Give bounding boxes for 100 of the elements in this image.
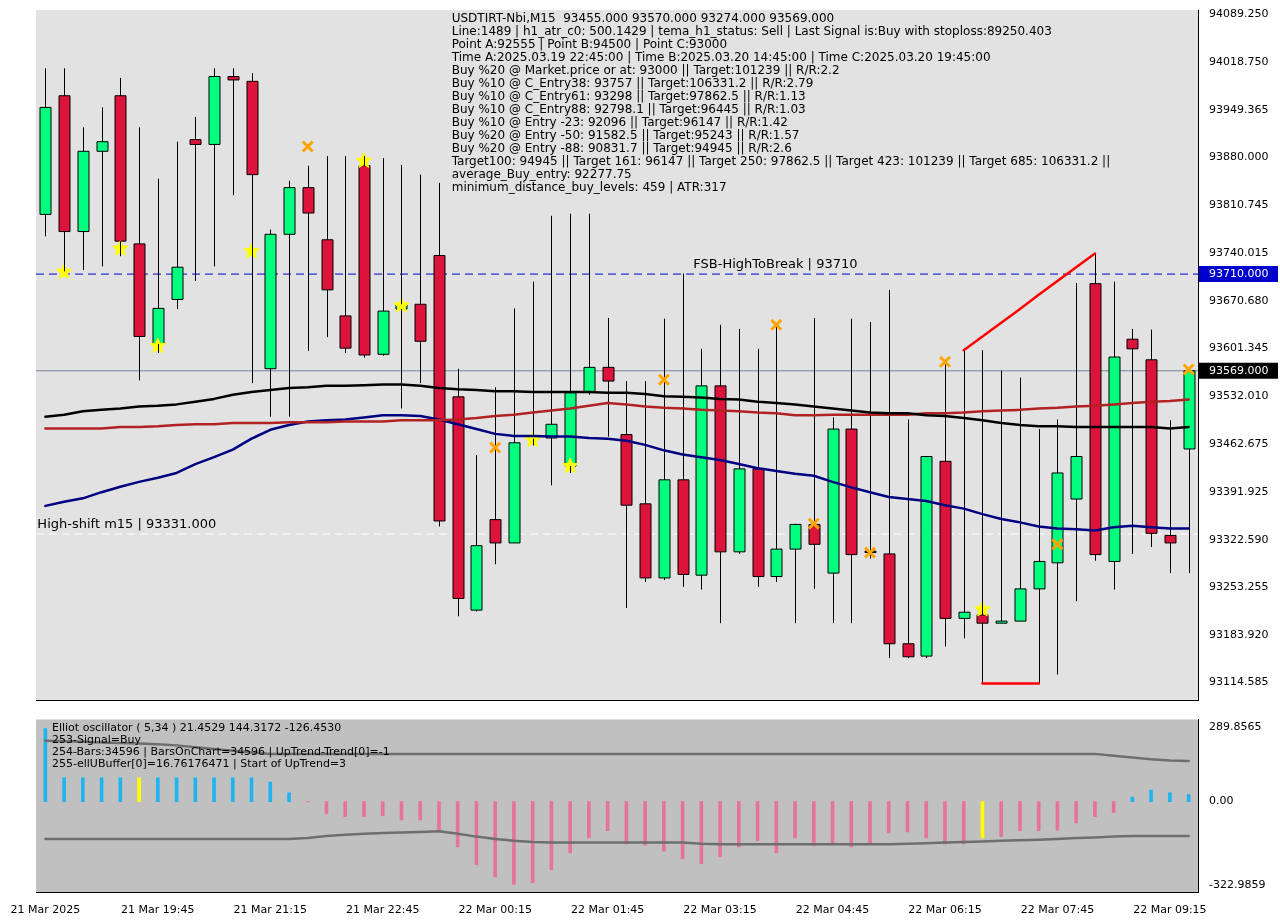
y-tick-label: 94018.750: [1209, 55, 1269, 69]
x-tick-label: 21 Mar 22:45: [346, 903, 420, 917]
bar: [1036, 801, 1041, 832]
point: [355, 152, 373, 168]
annotation: 255-ellUBuffer[0]=16.76176471 | Start of UpTrend=3: [52, 756, 347, 770]
annotation: Buy %10 @ Entry -23: 92096 || Target:96147 || R/R:1.42: [451, 115, 789, 130]
bar: [1074, 801, 1079, 824]
point: [562, 457, 579, 474]
bar: [811, 801, 816, 846]
y-tick-label: 93532.010: [1209, 389, 1269, 403]
point: [769, 318, 783, 332]
bar: [1018, 801, 1022, 832]
y-tick-label: 93710.000: [1209, 266, 1269, 280]
y-tick-label: 93949.365: [1209, 102, 1269, 116]
chart-title: Elliot oscillator ( 5,34 ) 21.4529 144.3172 -126.4530: [52, 720, 342, 734]
ref-line-label: High-shift m15 | 93331.000: [37, 515, 217, 531]
x-tick-label: 21 Mar 2025: [10, 903, 81, 917]
bar: [868, 801, 872, 845]
annotation: minimum_distance_buy_levels: 459 | ATR:317: [451, 180, 727, 195]
point: [301, 140, 315, 153]
y-tick-label: 93880.000: [1209, 150, 1269, 164]
annotation: Time A:2025.03.19 22:45:00 | Time B:2025.03.20 14:45:00 | Time C:2025.03.20 19:45:00: [450, 50, 991, 65]
point: [56, 263, 73, 279]
bar: [587, 801, 591, 839]
point: [1050, 537, 1064, 551]
bar: [774, 801, 779, 854]
ref-line-label: FSB-HighToBreak | 93710: [693, 255, 858, 271]
bar: [362, 801, 366, 818]
y-tick-label: 93569.000: [1209, 363, 1269, 377]
bar: [999, 801, 1004, 837]
bar: [718, 801, 722, 858]
x-tick-label: 22 Mar 00:15: [458, 903, 532, 917]
y-tick-label: 289.8565: [1209, 719, 1262, 733]
point: [488, 441, 502, 455]
bar: [455, 801, 460, 848]
bar: [81, 777, 85, 802]
bar: [137, 777, 141, 802]
annotation: Buy %10 @ C_Entry61: 93298 || Target:97862.5 || R/R:1.13: [451, 89, 806, 104]
bar: [287, 792, 291, 802]
point: [807, 517, 821, 531]
y-tick-label: 0.00: [1209, 794, 1234, 808]
bar: [1093, 801, 1097, 818]
bar: [1168, 792, 1172, 802]
x-tick-label: 22 Mar 03:15: [683, 903, 757, 917]
bar: [212, 777, 216, 802]
y-tick-label: 93322.590: [1209, 532, 1269, 546]
annotation: 254-Bars:34596 | BarsOnChart=34596 | UpTrend-Trend[0]=-1: [52, 744, 390, 758]
y-tick-label: 93810.745: [1209, 197, 1269, 211]
y-tick-label: 93740.015: [1209, 246, 1269, 260]
bar: [493, 801, 498, 878]
point: [1182, 362, 1196, 376]
point: [863, 546, 877, 559]
x-tick-label: 22 Mar 07:45: [1020, 903, 1095, 917]
y-tick-label: 93183.920: [1209, 627, 1269, 641]
bar: [343, 801, 348, 818]
y-tick-label: 93462.675: [1209, 436, 1269, 450]
chart-title: USDTIRT-Nbi,M15 93455.000 93570.000 93274.000 93569.000: [451, 11, 835, 26]
bar: [662, 801, 666, 852]
annotation: 253-Signal=Buy: [52, 732, 142, 746]
bar: [193, 777, 198, 802]
x-tick-label: 22 Mar 04:45: [795, 903, 870, 917]
bar: [924, 801, 929, 839]
bar: [155, 777, 160, 802]
annotation: Buy %20 @ Market.price or at: 93000 || Target:101239 || R/R:2.2: [451, 63, 840, 78]
bar: [793, 801, 797, 839]
annotation: Buy %10 @ C_Entry38: 93757 || Target:106331.2 || R/R:2.79: [451, 76, 814, 91]
point: [938, 355, 952, 369]
annotation: Line:1489 | h1_atr_c0: 500.1429 | tema_h1_status: Sell | Last Signal is:Buy with stoploss:89250.403: [451, 24, 1052, 39]
y-tick-label: 94089.250: [1209, 6, 1269, 20]
bar: [849, 801, 854, 848]
y-tick-label: 93601.345: [1209, 341, 1269, 355]
x-tick-label: 22 Mar 06:15: [908, 903, 982, 917]
x-tick-label: 21 Mar 21:15: [233, 903, 307, 917]
bar: [418, 801, 423, 821]
annotation: Point A:92555 | Point B:94500 | Point C:93000: [451, 37, 728, 52]
bar: [568, 801, 572, 854]
point: [149, 337, 166, 354]
bar: [380, 801, 385, 817]
x-tick-label: 22 Mar 09:15: [1133, 903, 1207, 917]
bar: [961, 801, 966, 845]
bar: [268, 781, 273, 802]
bar: [643, 801, 647, 846]
y-tick-label: 93114.585: [1209, 675, 1269, 689]
y-tick-label: 93253.255: [1209, 580, 1269, 594]
x-tick-label: 21 Mar 19:45: [121, 903, 195, 917]
bar: [886, 801, 891, 834]
point: [657, 373, 671, 387]
annotation: Buy %20 @ Entry -88: 90831.7 || Target:94945 || R/R:2.6: [451, 141, 792, 156]
point: [393, 297, 410, 313]
annotation: Buy %20 @ Entry -50: 91582.5 || Target:95243 || R/R:1.57: [451, 128, 800, 143]
bar: [1149, 789, 1153, 802]
x-tick-label: 22 Mar 01:45: [570, 903, 645, 917]
bar: [736, 801, 741, 848]
bar: [437, 801, 441, 832]
y-tick-label: -322.9859: [1209, 877, 1266, 891]
bar: [62, 777, 66, 802]
y-tick-label: 93391.925: [1209, 485, 1269, 499]
bar: [512, 801, 516, 885]
y-tick-label: 93670.680: [1209, 293, 1269, 307]
bar: [230, 777, 235, 802]
